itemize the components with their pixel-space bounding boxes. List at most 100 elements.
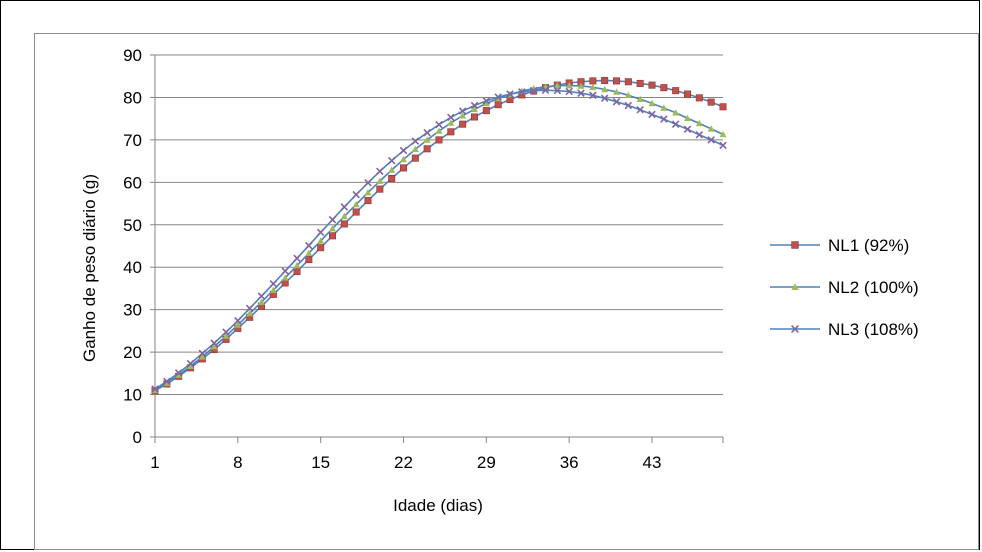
data-point [719, 103, 727, 111]
series-line [154, 79, 724, 392]
data-point [791, 325, 799, 333]
data-point [707, 98, 715, 106]
data-point [163, 377, 171, 386]
data-point [399, 146, 408, 155]
data-point [364, 197, 372, 205]
y-tick-label: 10 [123, 386, 142, 405]
data-point [612, 97, 621, 106]
data-point [376, 177, 384, 184]
data-point [281, 267, 289, 275]
y-tick-label: 70 [123, 131, 142, 150]
data-point [387, 156, 396, 165]
x-tick-label: 8 [233, 453, 242, 472]
x-tick-label: 29 [477, 453, 496, 472]
data-point [589, 77, 597, 85]
data-point [470, 105, 479, 113]
y-tick-labels: 0 10 20 30 40 50 60 70 80 90 [123, 46, 142, 447]
data-point [269, 280, 278, 288]
data-point [210, 343, 218, 350]
data-point [565, 82, 573, 89]
data-point [376, 185, 384, 193]
data-point [791, 241, 799, 249]
data-point [707, 136, 715, 144]
legend-label: NL1 (92%) [828, 236, 909, 255]
data-point [660, 115, 668, 123]
data-point [671, 120, 680, 128]
chart-area-frame [34, 33, 979, 550]
data-point [719, 130, 727, 138]
y-tick-label: 40 [123, 258, 142, 277]
data-point [151, 385, 159, 393]
data-point [600, 94, 609, 103]
data-point [459, 120, 467, 128]
data-point [305, 256, 313, 264]
data-point [328, 232, 336, 240]
legend-label: NL2 (100%) [828, 278, 919, 297]
series-line [154, 89, 724, 390]
data-point [518, 88, 526, 96]
data-point [198, 349, 207, 358]
data-point [482, 97, 491, 105]
data-point [494, 95, 502, 102]
data-point [494, 101, 502, 109]
x-axis-title: Idade (dias) [393, 496, 483, 515]
data-point [447, 119, 455, 126]
series-group [151, 76, 727, 395]
data-point [553, 82, 561, 89]
data-point [293, 262, 301, 269]
data-point [269, 286, 277, 293]
data-point [305, 241, 313, 250]
data-point [388, 175, 396, 183]
data-point [589, 83, 597, 91]
data-point [577, 89, 585, 97]
data-point [683, 90, 691, 98]
data-point [636, 79, 644, 87]
data-point [447, 128, 455, 136]
data-point [293, 254, 301, 263]
legend-item: NL1 (92%) [770, 236, 909, 255]
data-point [317, 244, 325, 252]
data-point [435, 127, 443, 134]
data-point [328, 215, 337, 224]
data-point [482, 107, 490, 115]
series-3 [151, 86, 727, 393]
data-point [364, 178, 372, 187]
data-point [317, 237, 325, 244]
legend-item: NL3 (108%) [770, 320, 919, 339]
data-point [376, 167, 384, 176]
data-point [340, 212, 348, 220]
legend-label: NL3 (108%) [828, 320, 919, 339]
data-point [352, 208, 360, 216]
data-point [423, 136, 431, 143]
data-point [648, 81, 656, 89]
data-point [719, 141, 727, 150]
data-point [340, 203, 349, 211]
data-point [636, 105, 644, 114]
data-point [352, 200, 360, 208]
data-point [163, 379, 171, 386]
y-tick-label: 90 [123, 46, 142, 65]
data-point [601, 76, 609, 84]
data-point [624, 101, 633, 110]
data-point [423, 145, 431, 153]
data-point [234, 321, 242, 328]
data-point [470, 101, 479, 110]
data-point [423, 128, 431, 137]
y-tick-label: 20 [123, 343, 142, 362]
axes [154, 55, 724, 443]
x-tick-label: 36 [560, 453, 579, 472]
data-point [648, 99, 656, 107]
data-point [695, 119, 703, 127]
y-tick-label: 0 [133, 428, 142, 447]
data-point [695, 94, 703, 102]
data-point [695, 131, 704, 139]
data-point [553, 86, 562, 95]
data-point [222, 328, 230, 336]
data-point [482, 99, 490, 107]
data-point [411, 137, 420, 145]
series-2 [151, 82, 727, 394]
data-point [707, 125, 715, 132]
data-point [234, 316, 242, 325]
data-point [399, 164, 407, 172]
x-tick-labels: 1 8 15 22 29 36 43 [150, 453, 661, 472]
